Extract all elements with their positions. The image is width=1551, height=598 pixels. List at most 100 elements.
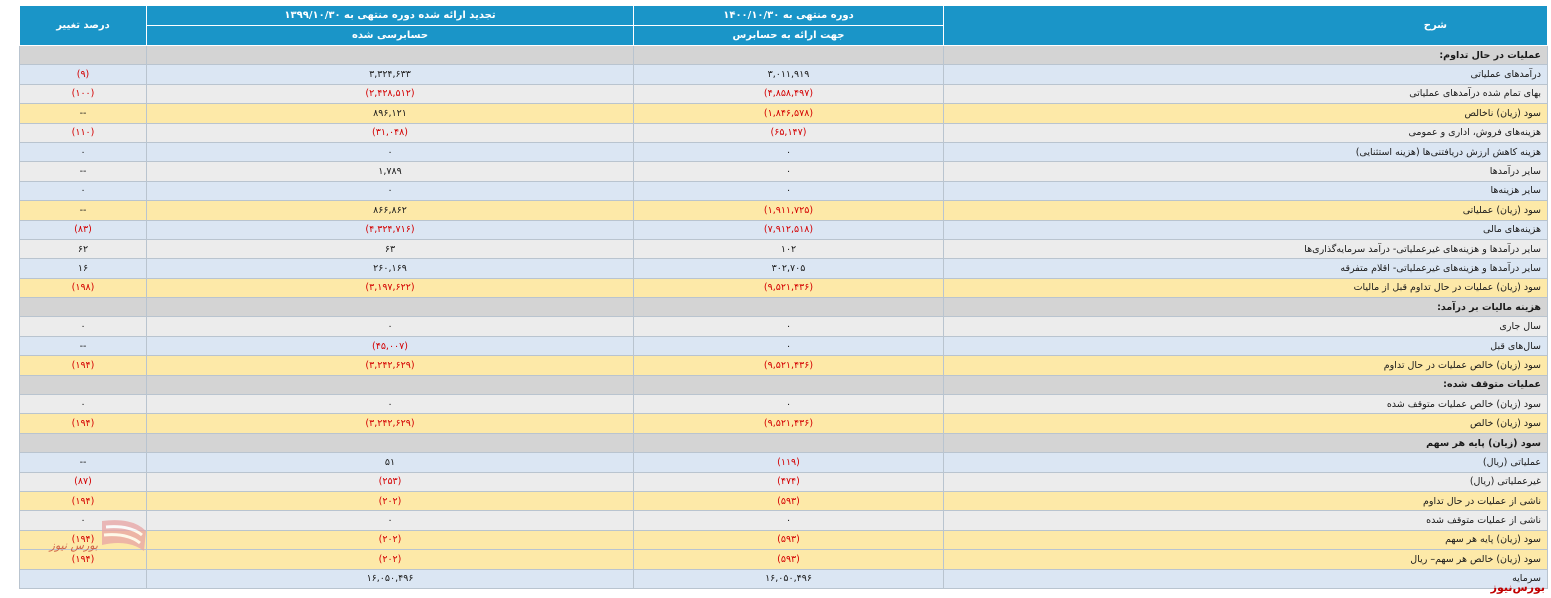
table-row: ناشی از عملیات متوقف شده ۰ ۰ ۰: [19, 510, 1548, 531]
row-description: سود (زیان) خالص عملیات متوقف شده: [943, 394, 1548, 415]
cell-current-period: [633, 297, 944, 318]
logo-text: بورس نیوز: [48, 539, 98, 552]
cell-previous-period: (۳,۱۹۷,۶۲۲): [146, 277, 634, 299]
row-description: سود (زیان) پایه هر سهم: [943, 529, 1548, 551]
row-description: سایر درآمدها و هزینه‌های غیرعملیاتی- اقل…: [943, 258, 1548, 279]
row-description: سود (زیان) عملیاتی: [943, 200, 1548, 221]
cell-current-period: ۱۰۲: [633, 238, 944, 260]
row-description: عملیات متوقف شده:: [943, 374, 1548, 396]
table-row: هزینه‌های فروش، اداری و عمومی (۶۵,۱۴۷) (۳۱…: [19, 122, 1548, 143]
header-period-current-status: جهت ارائه به حسابرس: [633, 25, 944, 46]
cell-percent-change: (۸۳): [19, 219, 147, 240]
cell-previous-period: (۲۵۳): [146, 471, 634, 492]
section-header-row: سود (زیان) پایه هر سهم: [19, 432, 1548, 454]
table-row: سود (زیان) خالص (۹,۵۲۱,۴۳۶) (۳,۲۴۲,۶۲۹) (۱۹…: [19, 413, 1548, 434]
cell-percent-change: (۱۹۴): [19, 355, 147, 376]
cell-percent-change: ۰: [19, 180, 147, 202]
cell-percent-change: --: [19, 161, 147, 182]
cell-percent-change: (۱۱۰): [19, 122, 147, 143]
cell-percent-change: ۰: [19, 394, 147, 415]
cell-percent-change: ۰: [19, 141, 147, 163]
cell-current-period: (۴,۸۵۸,۴۹۷): [633, 83, 944, 105]
cell-current-period: (۱,۹۱۱,۷۲۵): [633, 200, 944, 221]
row-description: سود (زیان) خالص: [943, 413, 1548, 434]
section-header-row: عملیات متوقف شده:: [19, 374, 1548, 396]
cell-percent-change: --: [19, 452, 147, 473]
cell-current-period: ۰: [633, 394, 944, 415]
row-description: سود (زیان) خالص هر سهم– ریال: [943, 549, 1548, 570]
cell-percent-change: (۱۹۴): [19, 490, 147, 512]
cell-current-period: (۹,۵۲۱,۴۳۶): [633, 277, 944, 299]
row-description: سود (زیان) پایه هر سهم: [943, 432, 1548, 454]
table-row: سرمایه ۱۶,۰۵۰,۴۹۶ ۱۶,۰۵۰,۴۹۶: [19, 568, 1548, 589]
row-description: سال‌های قبل: [943, 335, 1548, 357]
cell-previous-period: (۳,۲۴۲,۶۲۹): [146, 355, 634, 376]
cell-previous-period: ۰: [146, 316, 634, 337]
cell-previous-period: (۳۱,۰۴۸): [146, 122, 634, 143]
cell-percent-change: [19, 44, 147, 66]
cell-previous-period: ۰: [146, 394, 634, 415]
income-statement-table: شرح دوره منتهی به ۱۴۰۰/۱۰/۳۰ تجدید ارائه…: [19, 5, 1548, 589]
row-description: هزینه مالیات بر درآمد:: [943, 297, 1548, 318]
cell-previous-period: ۲۶۰,۱۶۹: [146, 258, 634, 279]
cell-previous-period: (۴۵,۰۰۷): [146, 335, 634, 357]
cell-previous-period: ۰: [146, 510, 634, 531]
cell-current-period: ۰: [633, 335, 944, 357]
table-row: بهای تمام شده درآمدهای عملیاتی (۴,۸۵۸,۴۹۷…: [19, 83, 1548, 105]
row-description: سود (زیان) عملیات در حال تداوم قبل از ما…: [943, 277, 1548, 299]
cell-current-period: ۰: [633, 161, 944, 182]
table-row: سال‌های قبل ۰ (۴۵,۰۰۷) --: [19, 335, 1548, 357]
table-body: عملیات در حال تداوم: درآمدهای عملیاتی ۳,۰۱…: [19, 44, 1548, 589]
cell-previous-period: ۱,۷۸۹: [146, 161, 634, 182]
cell-previous-period: ۱۶,۰۵۰,۴۹۶: [146, 568, 634, 589]
table-row: سود (زیان) ناخالص (۱,۸۴۶,۵۷۸) ۸۹۶,۱۲۱ --: [19, 103, 1548, 124]
cell-percent-change: --: [19, 335, 147, 357]
cell-current-period: ۳۰۲,۷۰۵: [633, 258, 944, 279]
cell-previous-period: ۰: [146, 141, 634, 163]
cell-current-period: [633, 374, 944, 396]
cell-percent-change: (۸۷): [19, 471, 147, 492]
cell-previous-period: (۳,۲۴۲,۶۲۹): [146, 413, 634, 434]
table-row: عملیاتی (ریال) (۱۱۹) ۵۱ --: [19, 452, 1548, 473]
row-description: سایر درآمدها و هزینه‌های غیرعملیاتی- درآ…: [943, 238, 1548, 260]
cell-percent-change: (۱۰۰): [19, 83, 147, 105]
cell-previous-period: ۳,۳۲۴,۶۳۳: [146, 64, 634, 85]
cell-previous-period: (۲۰۲): [146, 529, 634, 551]
cell-current-period: (۴۷۴): [633, 471, 944, 492]
cell-current-period: (۱۱۹): [633, 452, 944, 473]
row-description: هزینه‌های فروش، اداری و عمومی: [943, 122, 1548, 143]
cell-previous-period: (۲,۴۲۸,۵۱۲): [146, 83, 634, 105]
cell-current-period: ۰: [633, 180, 944, 202]
table-row: سایر هزینه‌ها ۰ ۰ ۰: [19, 180, 1548, 202]
row-description: هزینه‌های مالی: [943, 219, 1548, 240]
cell-previous-period: (۴,۳۲۴,۷۱۶): [146, 219, 634, 240]
row-description: درآمدهای عملیاتی: [943, 64, 1548, 85]
cell-previous-period: ۸۶۶,۸۶۲: [146, 200, 634, 221]
cell-current-period: ۰: [633, 316, 944, 337]
table-row: سایر درآمدها و هزینه‌های غیرعملیاتی- اقل…: [19, 258, 1548, 279]
table-row: سود (زیان) پایه هر سهم (۵۹۳) (۲۰۲) (۱۹۴): [19, 529, 1548, 551]
row-description: عملیاتی (ریال): [943, 452, 1548, 473]
table-row: سود (زیان) خالص عملیات متوقف شده ۰ ۰ ۰: [19, 394, 1548, 415]
header-period-previous: تجدید ارائه شده دوره منتهی به ۱۳۹۹/۱۰/۳۰: [146, 5, 634, 26]
cell-current-period: ۰: [633, 141, 944, 163]
cell-current-period: [633, 432, 944, 454]
table-row: سایر درآمدها ۰ ۱,۷۸۹ --: [19, 161, 1548, 182]
cell-previous-period: [146, 374, 634, 396]
cell-previous-period: (۲۰۲): [146, 549, 634, 570]
header-description: شرح: [943, 5, 1548, 46]
row-description: بهای تمام شده درآمدهای عملیاتی: [943, 83, 1548, 105]
cell-percent-change: ۰: [19, 316, 147, 337]
cell-current-period: (۹,۵۲۱,۴۳۶): [633, 355, 944, 376]
table-row: سایر درآمدها و هزینه‌های غیرعملیاتی- درآ…: [19, 238, 1548, 260]
cell-previous-period: ۰: [146, 180, 634, 202]
cell-percent-change: [19, 374, 147, 396]
table-row: هزینه‌های مالی (۷,۹۱۲,۵۱۸) (۴,۳۲۴,۷۱۶) (۸۳): [19, 219, 1548, 240]
cell-previous-period: [146, 44, 634, 66]
table-row: هزینه کاهش ارزش دریافتنی‌ها (هزینه استثن…: [19, 141, 1548, 163]
header-row-main: شرح دوره منتهی به ۱۴۰۰/۱۰/۳۰ تجدید ارائه…: [19, 5, 1548, 46]
table-row: سود (زیان) عملیاتی (۱,۹۱۱,۷۲۵) ۸۶۶,۸۶۲ --: [19, 200, 1548, 221]
row-description: سال جاری: [943, 316, 1548, 337]
cell-percent-change: [19, 297, 147, 318]
source-watermark: بورس‌نیوز: [1490, 581, 1545, 594]
